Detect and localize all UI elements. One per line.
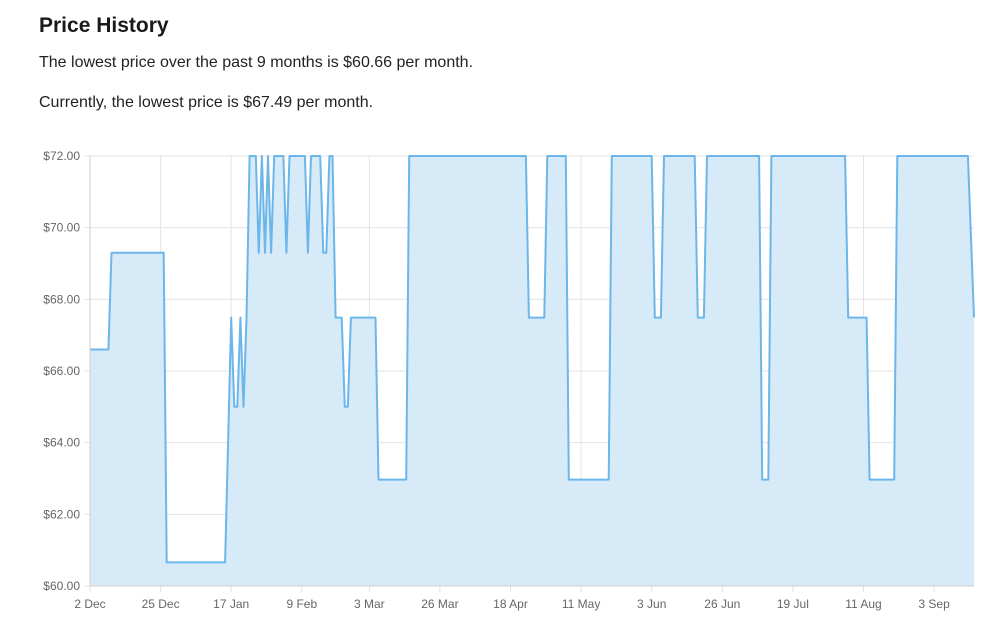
chart-area	[90, 155, 975, 586]
x-tick-label: 17 Jan	[213, 597, 249, 611]
current-price-text: Currently, the lowest price is $67.49 pe…	[39, 94, 374, 111]
x-tick-label: 9 Feb	[286, 597, 317, 611]
x-tick-label: 2 Dec	[74, 597, 105, 611]
y-tick-label: $60.00	[43, 579, 80, 593]
x-tick-label: 26 Mar	[421, 597, 458, 611]
price-line	[90, 155, 975, 564]
x-tick-label: 11 Aug	[845, 597, 881, 611]
chart-ticks: $60.00 $62.00 $64.00 $66.00 $68.00 $70.00 $72.…	[43, 149, 950, 611]
x-tick-label: 18 Apr	[493, 597, 528, 611]
lowest-price-text: The lowest price over the past 9 months …	[39, 54, 474, 71]
price-area-fill	[90, 156, 974, 586]
x-tick-label: 26 Jun	[704, 597, 740, 611]
chart-axes	[89, 156, 974, 587]
x-tick-label: 3 Jun	[637, 597, 666, 611]
x-tick-label: 3 Sep	[918, 597, 950, 611]
y-tick-label: $72.00	[43, 149, 80, 163]
x-tick-label: 25 Dec	[142, 597, 180, 611]
x-tick-label: 11 May	[562, 597, 600, 611]
y-tick-label: $62.00	[43, 507, 80, 521]
page-title: Price History	[39, 14, 169, 37]
y-tick-label: $64.00	[43, 436, 80, 450]
y-tick-label: $66.00	[43, 364, 80, 378]
y-tick-label: $70.00	[43, 221, 80, 235]
y-tick-label: $68.00	[43, 292, 80, 306]
x-tick-label: 19 Jul	[777, 597, 809, 611]
x-tick-label: 3 Mar	[354, 597, 385, 611]
